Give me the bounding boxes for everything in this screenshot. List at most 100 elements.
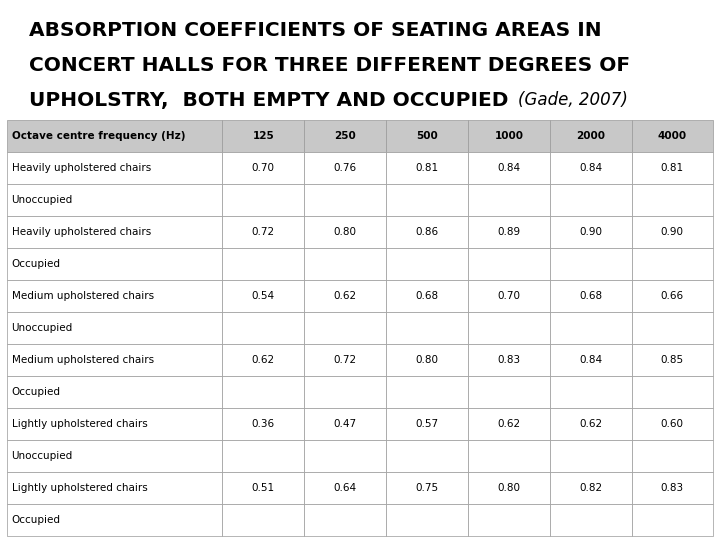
Bar: [631, 440, 713, 472]
Bar: [305, 248, 386, 280]
Text: Heavily upholstered chairs: Heavily upholstered chairs: [12, 227, 150, 237]
Bar: [550, 184, 631, 216]
Bar: [305, 408, 386, 440]
Text: 0.68: 0.68: [415, 291, 438, 301]
Bar: [222, 344, 305, 376]
Bar: [386, 184, 468, 216]
Text: 0.80: 0.80: [415, 355, 438, 365]
Text: 0.81: 0.81: [415, 163, 438, 173]
Bar: [468, 408, 550, 440]
Bar: [550, 152, 631, 184]
Bar: [631, 248, 713, 280]
Bar: [7, 184, 222, 216]
Bar: [305, 504, 386, 536]
Text: 0.76: 0.76: [333, 163, 356, 173]
Text: 250: 250: [334, 131, 356, 141]
Bar: [631, 184, 713, 216]
Bar: [222, 408, 305, 440]
Text: Heavily upholstered chairs: Heavily upholstered chairs: [12, 163, 150, 173]
Bar: [631, 504, 713, 536]
Bar: [631, 408, 713, 440]
Text: 125: 125: [253, 131, 274, 141]
Text: 0.81: 0.81: [661, 163, 684, 173]
Text: 2000: 2000: [576, 131, 606, 141]
Bar: [468, 152, 550, 184]
Bar: [631, 120, 713, 152]
Bar: [468, 504, 550, 536]
Text: Unoccupied: Unoccupied: [12, 323, 73, 333]
Bar: [386, 408, 468, 440]
Bar: [7, 312, 222, 344]
Bar: [550, 344, 631, 376]
Bar: [631, 376, 713, 408]
Bar: [305, 472, 386, 504]
Text: 0.82: 0.82: [579, 483, 603, 493]
Bar: [305, 184, 386, 216]
Bar: [222, 120, 305, 152]
Bar: [468, 184, 550, 216]
Bar: [386, 216, 468, 248]
Bar: [7, 216, 222, 248]
Text: 0.90: 0.90: [579, 227, 602, 237]
Bar: [468, 472, 550, 504]
Text: CONCERT HALLS FOR THREE DIFFERENT DEGREES OF: CONCERT HALLS FOR THREE DIFFERENT DEGREE…: [29, 56, 630, 75]
Bar: [386, 344, 468, 376]
Text: 0.62: 0.62: [498, 419, 521, 429]
Bar: [222, 280, 305, 312]
Bar: [305, 152, 386, 184]
Text: 0.83: 0.83: [661, 483, 684, 493]
Bar: [7, 440, 222, 472]
Text: 0.85: 0.85: [661, 355, 684, 365]
Text: 0.68: 0.68: [579, 291, 603, 301]
Bar: [550, 248, 631, 280]
Bar: [222, 440, 305, 472]
Text: 0.72: 0.72: [333, 355, 356, 365]
Bar: [550, 120, 631, 152]
Text: Unoccupied: Unoccupied: [12, 451, 73, 461]
Bar: [386, 248, 468, 280]
Text: 500: 500: [416, 131, 438, 141]
Text: 0.66: 0.66: [661, 291, 684, 301]
Bar: [222, 504, 305, 536]
Bar: [7, 376, 222, 408]
Text: Unoccupied: Unoccupied: [12, 195, 73, 205]
Bar: [550, 376, 631, 408]
Text: 0.84: 0.84: [579, 163, 603, 173]
Bar: [222, 216, 305, 248]
Bar: [550, 504, 631, 536]
Bar: [222, 376, 305, 408]
Bar: [386, 504, 468, 536]
Bar: [468, 248, 550, 280]
Bar: [468, 216, 550, 248]
Text: Lightly upholstered chairs: Lightly upholstered chairs: [12, 483, 148, 493]
Text: 0.75: 0.75: [415, 483, 438, 493]
Bar: [468, 280, 550, 312]
Text: 0.62: 0.62: [333, 291, 356, 301]
Bar: [631, 344, 713, 376]
Bar: [631, 280, 713, 312]
Bar: [305, 376, 386, 408]
Text: 4000: 4000: [657, 131, 687, 141]
Bar: [550, 408, 631, 440]
Bar: [468, 344, 550, 376]
Text: Medium upholstered chairs: Medium upholstered chairs: [12, 355, 153, 365]
Bar: [550, 216, 631, 248]
Bar: [7, 280, 222, 312]
Text: Occupied: Occupied: [12, 515, 60, 525]
Text: Octave centre frequency (Hz): Octave centre frequency (Hz): [12, 131, 185, 141]
Bar: [305, 440, 386, 472]
Bar: [305, 344, 386, 376]
Bar: [468, 376, 550, 408]
Bar: [7, 472, 222, 504]
Bar: [550, 440, 631, 472]
Bar: [7, 152, 222, 184]
Text: 0.60: 0.60: [661, 419, 684, 429]
Bar: [631, 216, 713, 248]
Bar: [468, 312, 550, 344]
Text: Occupied: Occupied: [12, 387, 60, 397]
Bar: [7, 344, 222, 376]
Bar: [222, 472, 305, 504]
Text: Lightly upholstered chairs: Lightly upholstered chairs: [12, 419, 148, 429]
Text: 0.70: 0.70: [498, 291, 521, 301]
Bar: [305, 216, 386, 248]
